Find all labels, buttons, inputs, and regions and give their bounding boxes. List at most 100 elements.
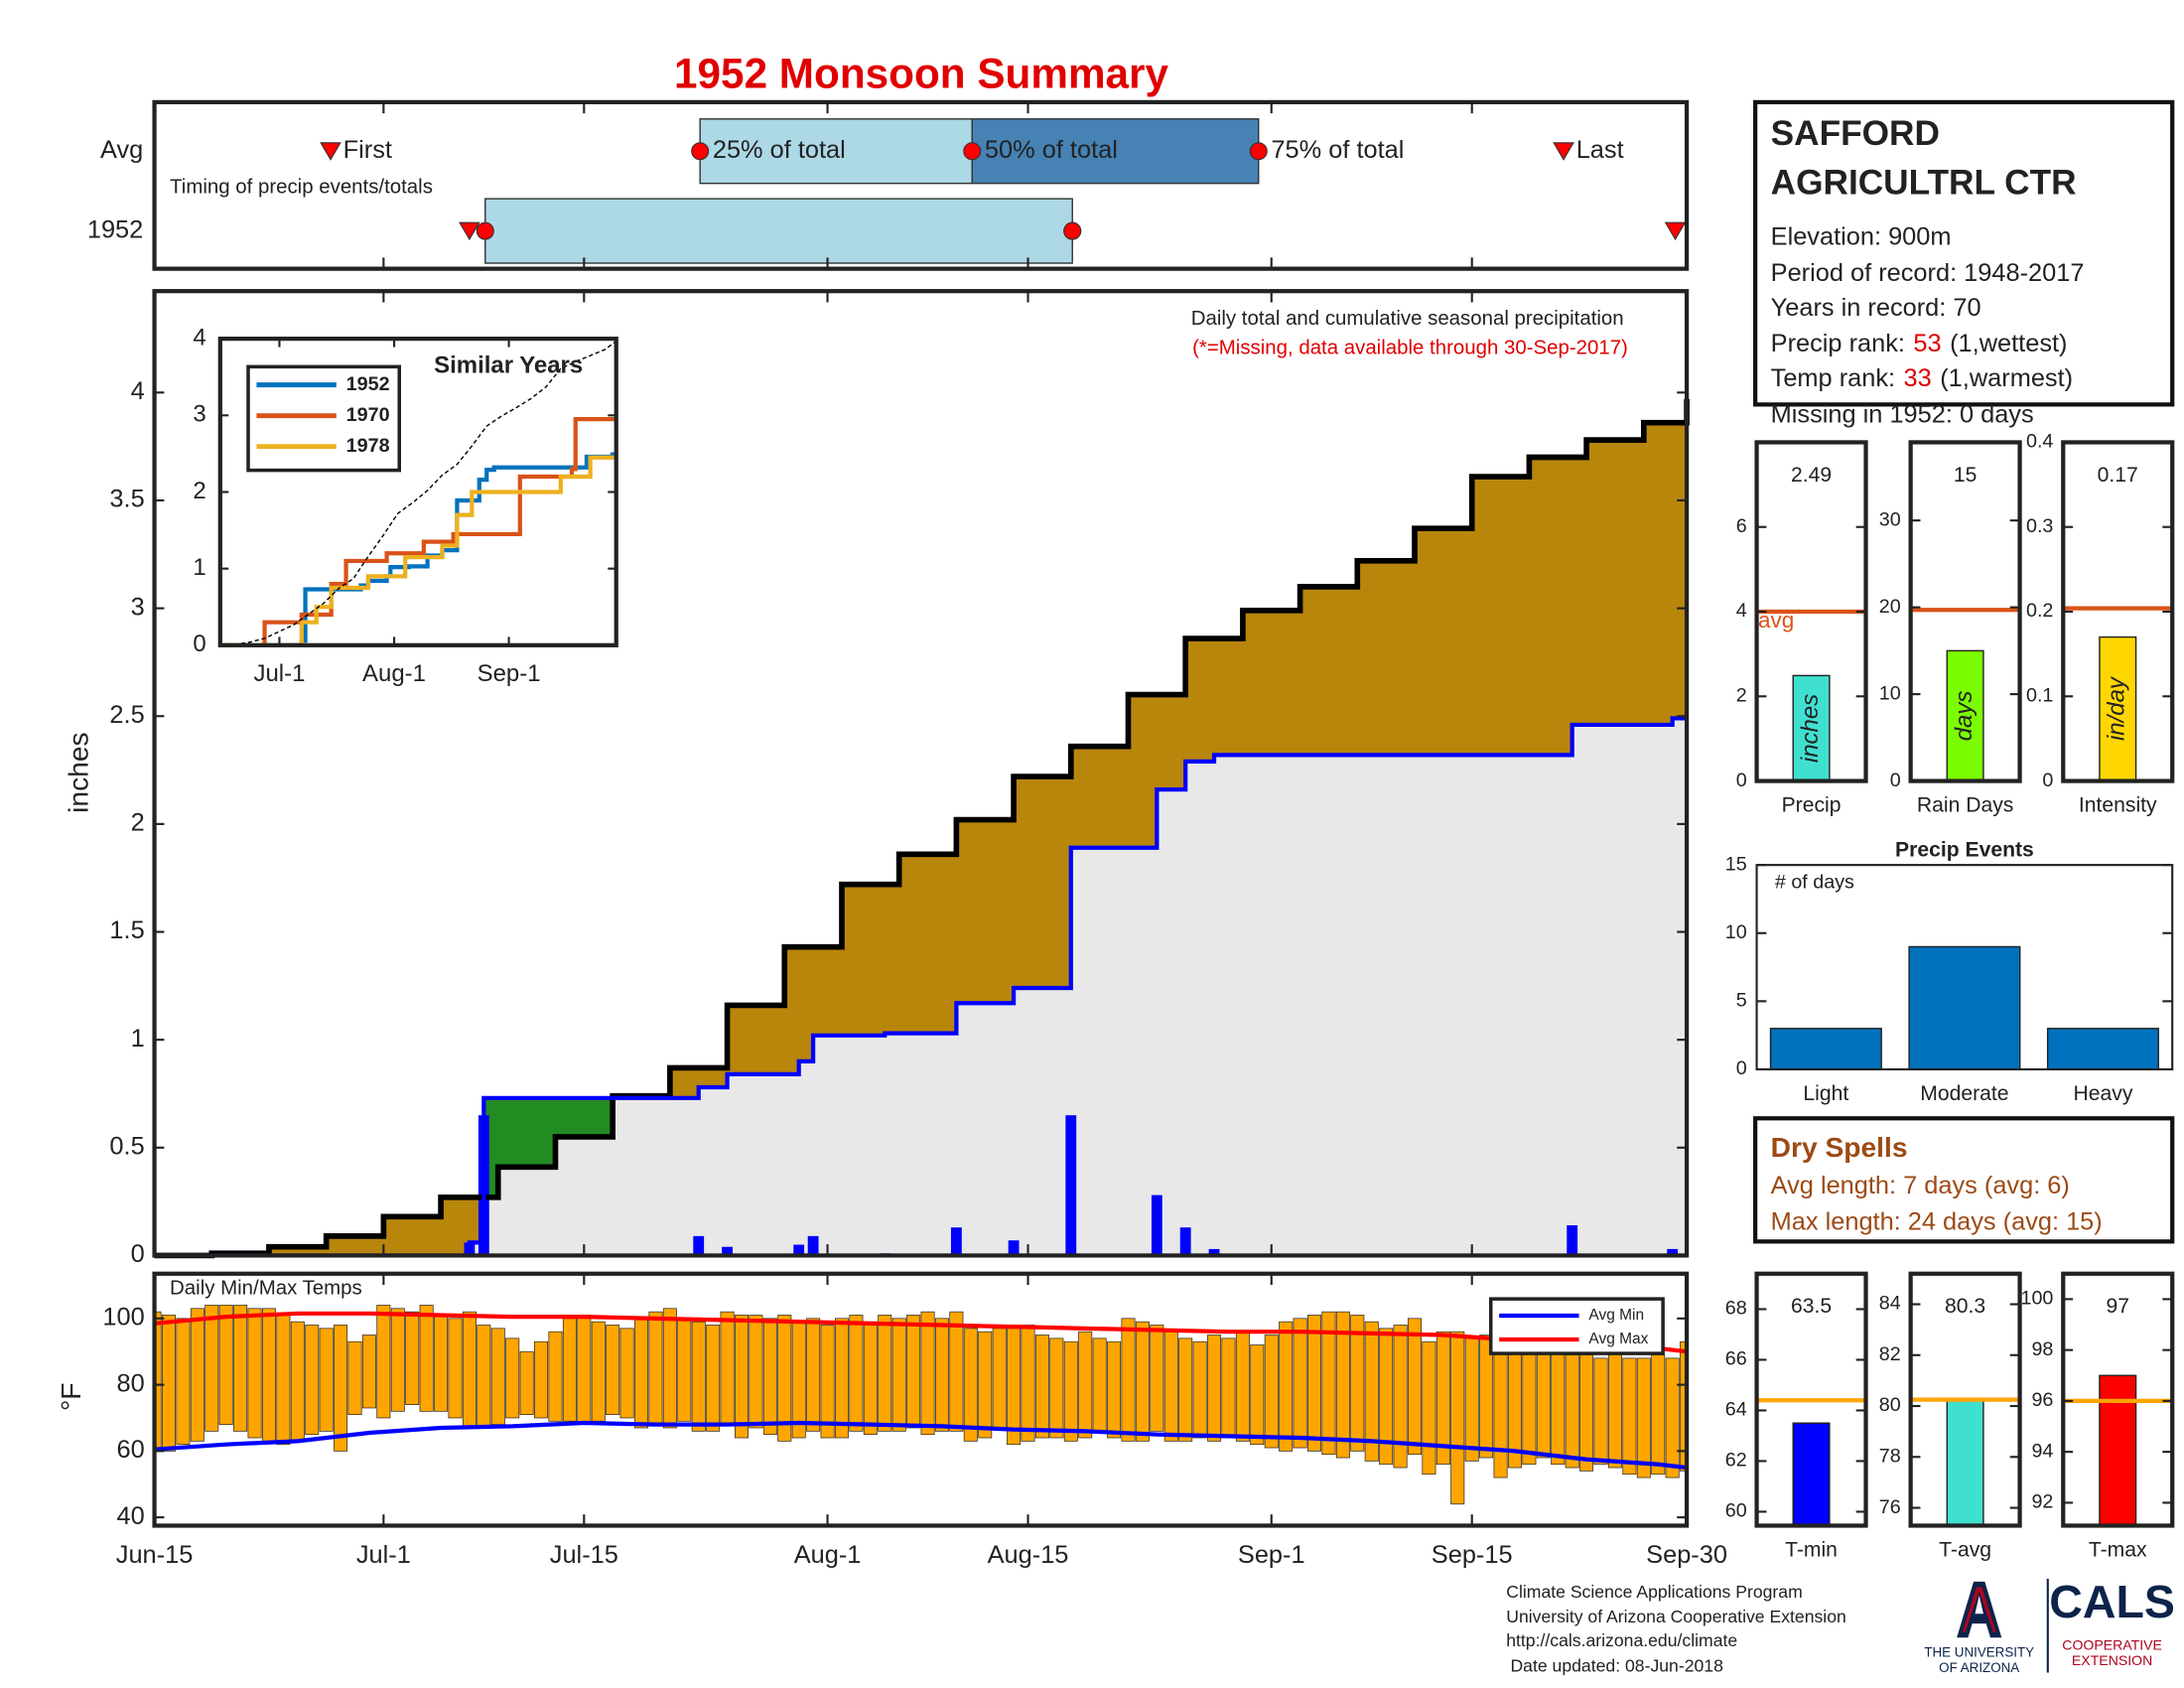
temp-range-bar <box>577 1315 592 1426</box>
quartile-box <box>699 118 973 185</box>
y-tick-label: 2 <box>131 809 145 837</box>
x-tick-label: Sep-15 <box>1432 1541 1513 1569</box>
temp-range-bar <box>376 1305 391 1419</box>
daily-precip-bar <box>807 1235 819 1256</box>
temp-range-bar <box>1479 1335 1494 1459</box>
year-line <box>219 455 616 645</box>
y-tick-label: 0 <box>1890 770 1901 791</box>
footer-line: University of Arizona Cooperative Extens… <box>1506 1607 1846 1626</box>
panel-annotation: # of days <box>1775 872 1854 894</box>
y-tick-label: 0 <box>1736 770 1747 791</box>
y-tick-label: 60 <box>1725 1500 1747 1522</box>
bar <box>2099 1374 2137 1527</box>
value-label: 97 <box>2107 1295 2130 1318</box>
temp-range-bar <box>619 1328 634 1419</box>
temp-range-bar <box>319 1328 334 1432</box>
temp-range-bar <box>1593 1357 1608 1466</box>
legend-label: 1978 <box>346 435 390 457</box>
bar <box>1946 649 1984 782</box>
y-tick-label: 1 <box>193 554 205 581</box>
bar <box>1792 1422 1831 1527</box>
temp-rank: Temp rank: 33 (1,warmest) <box>1771 364 2073 392</box>
inset-title: Similar Years <box>434 352 583 379</box>
y-tick-label: 82 <box>1879 1343 1901 1365</box>
footer-line: Date updated: 08-Jun-2018 <box>1510 1656 1723 1676</box>
temp-range-bar <box>1178 1337 1193 1442</box>
temp-range-bar <box>390 1308 405 1412</box>
legend-label: Avg Min <box>1588 1307 1644 1324</box>
temp-range-bar <box>949 1311 964 1432</box>
marker-label: Last <box>1576 136 1624 164</box>
panel-frame <box>152 289 1690 1258</box>
temp-range-bar <box>548 1331 563 1422</box>
y-tick-label: 80 <box>116 1369 144 1397</box>
temp-range-bar <box>706 1325 721 1432</box>
temp-range-bar <box>490 1328 505 1426</box>
temp-range-bar <box>1279 1321 1294 1452</box>
y-tick-label: 20 <box>1879 596 1901 618</box>
temp-range-bar <box>477 1325 491 1429</box>
temp-range-bar <box>1493 1340 1508 1478</box>
temp-range-bar <box>934 1318 949 1432</box>
annotation: (*=Missing, data available through 30-Se… <box>1192 337 1628 358</box>
daily-precip-bar <box>793 1244 805 1256</box>
missing-days: Missing in 1952: 0 days <box>1771 400 2034 428</box>
temp-range-bar <box>1063 1340 1078 1442</box>
panel-frame <box>1755 864 2174 1071</box>
temp-range-bar <box>347 1340 362 1415</box>
value-label: 80.3 <box>1945 1295 1985 1318</box>
category-label: Rain Days <box>1917 794 2013 817</box>
y-tick-label: 100 <box>102 1304 144 1332</box>
temp-range-bar <box>261 1308 276 1442</box>
rank-note: (1,wettest) <box>1950 329 2067 356</box>
y-tick-label: 78 <box>1879 1446 1901 1468</box>
category-label: Intensity <box>2079 794 2157 817</box>
dry-spells-panel: Dry Spells Avg length: 7 days (avg: 6) M… <box>1753 1116 2175 1244</box>
dry-spells-line: Max length: 24 days (avg: 15) <box>1771 1208 2103 1236</box>
x-tick-label: Aug-1 <box>794 1541 862 1569</box>
station-period: Period of record: 1948-2017 <box>1771 259 2085 287</box>
gauge-frame <box>2061 440 2175 783</box>
bar <box>1908 945 2021 1070</box>
logo: THE UNIVERSITY OF ARIZONA CALS COOPERATI… <box>1924 1576 2175 1675</box>
daily-precip-bar <box>693 1235 705 1256</box>
y-tick-label: 100 <box>2021 1288 2054 1310</box>
x-tick-label: Heavy <box>2074 1082 2133 1105</box>
gauge-frame <box>1754 440 1868 783</box>
temp-range-bar <box>405 1311 420 1405</box>
y-tick-label: 68 <box>1725 1298 1747 1320</box>
temp-range-bar <box>863 1321 878 1436</box>
temp-range-bar <box>834 1318 849 1439</box>
rank-value: 33 <box>1904 364 1932 392</box>
temp-range-bar <box>1536 1344 1551 1459</box>
y-tick-label: 3 <box>193 401 205 428</box>
station-name: SAFFORD <box>1771 114 1940 153</box>
temp-range-bar <box>606 1325 620 1415</box>
temp-range-bar <box>735 1315 749 1439</box>
quartile-box <box>484 198 1073 264</box>
temp-range-bar <box>1636 1357 1651 1478</box>
temp-range-bar <box>849 1315 864 1432</box>
temp-range-bar <box>1121 1318 1136 1442</box>
value-label: 15 <box>1954 464 1977 487</box>
daily-precip-bar <box>1179 1227 1191 1256</box>
temp-range-bar <box>591 1321 606 1422</box>
inset-frame <box>217 337 618 647</box>
y-axis-label: °F <box>55 1383 86 1412</box>
y-tick-label: 0 <box>2042 770 2053 791</box>
y-tick-label: 98 <box>2031 1338 2053 1360</box>
temp-range-bar <box>1350 1315 1365 1452</box>
y-tick-label: 0.3 <box>2026 515 2053 537</box>
temp-range-bar <box>806 1318 821 1432</box>
temp-range-bar <box>1651 1354 1666 1476</box>
temp-range-bar <box>1007 1328 1022 1446</box>
temp-range-bar <box>1221 1337 1236 1439</box>
temp-range-bar <box>1579 1354 1594 1472</box>
y-tick-label: 96 <box>2031 1389 2053 1411</box>
temp-range-bar <box>361 1335 376 1409</box>
panel-frame <box>152 99 1690 271</box>
y-tick-label: 0.4 <box>2026 431 2053 453</box>
station-panel: SAFFORD AGRICULTRL CTR Elevation: 900m P… <box>1753 99 2175 428</box>
temp-range-bar <box>906 1315 921 1429</box>
row-label: Avg <box>100 136 143 164</box>
